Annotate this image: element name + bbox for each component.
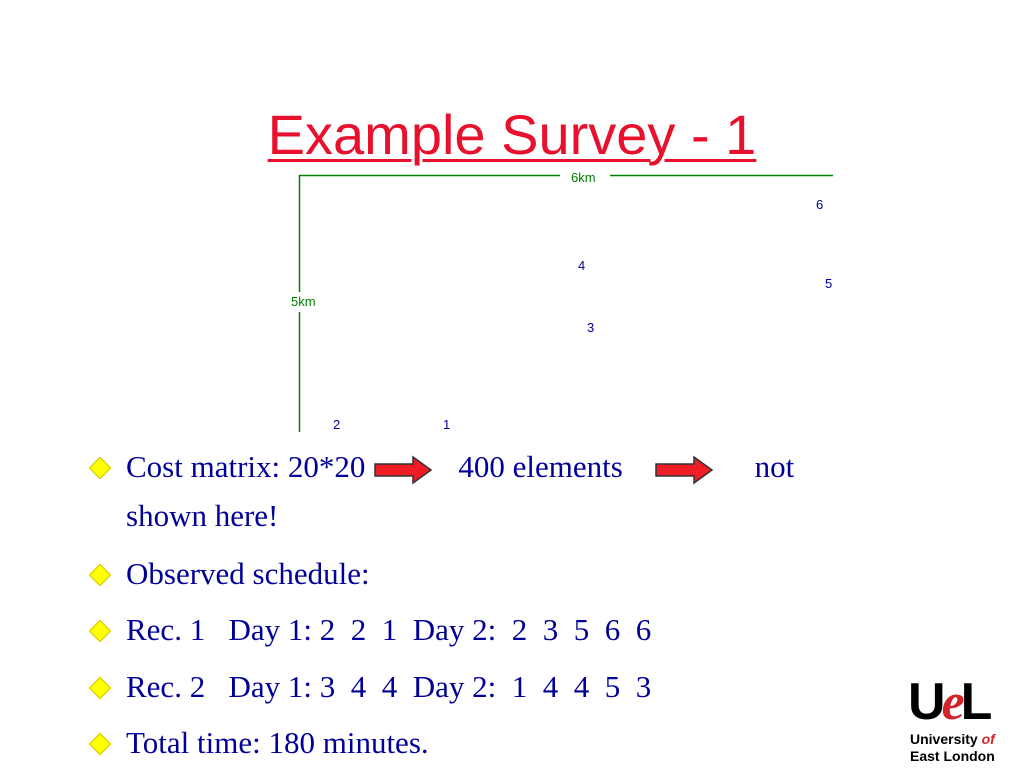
text: of xyxy=(981,731,995,747)
bullet-text: Rec. 1 Day 1: 2 2 1 Day 2: 2 3 5 6 6 xyxy=(126,612,652,647)
text: not xyxy=(754,449,795,484)
text: University xyxy=(910,731,978,747)
logo-line: University of xyxy=(910,731,995,747)
arrow-icon xyxy=(374,455,433,485)
point-label: 2 xyxy=(333,417,341,432)
logo-letter: U xyxy=(908,673,946,731)
point-label: 4 xyxy=(578,258,586,273)
width-label: 6km xyxy=(571,170,596,185)
point-label: 3 xyxy=(587,320,595,335)
logo-letter: e xyxy=(941,674,965,731)
logo: UeL University of East London xyxy=(906,676,1022,768)
bullet-icon xyxy=(88,563,112,587)
slide-title: Example Survey - 1 xyxy=(267,103,757,166)
point-label: 1 xyxy=(443,417,451,432)
bullet-text: Cost matrix: 20*20 400 elements not xyxy=(126,449,794,485)
arrow-icon xyxy=(655,455,714,485)
diagram-frame xyxy=(298,174,833,432)
bullet-icon xyxy=(88,676,112,700)
bullet-text: shown here! xyxy=(126,498,279,533)
point-label: 5 xyxy=(825,276,833,291)
bullet-icon xyxy=(88,619,112,643)
logo-letter: L xyxy=(960,673,993,731)
text: 400 elements xyxy=(458,449,623,484)
height-label: 5km xyxy=(291,294,316,309)
bullet-text: Observed schedule: xyxy=(126,556,370,591)
text: Cost matrix: 20*20 xyxy=(126,449,366,484)
bullet-text: Total time: 180 minutes. xyxy=(126,725,429,760)
logo-line: East London xyxy=(910,748,995,764)
point-label: 6 xyxy=(816,197,824,212)
bullet-text: Rec. 2 Day 1: 3 4 4 Day 2: 1 4 4 5 3 xyxy=(126,669,652,704)
bullet-icon xyxy=(88,456,112,480)
bullet-icon xyxy=(88,732,112,756)
logo-mark: UeL xyxy=(908,673,993,731)
